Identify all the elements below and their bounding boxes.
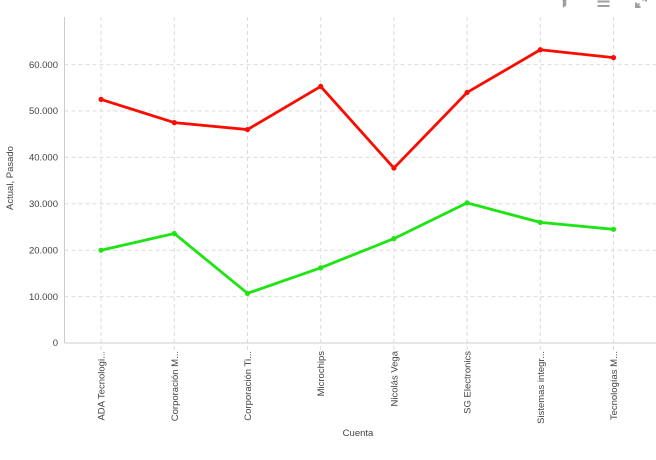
data-point-green bbox=[610, 226, 617, 232]
y-tick-label: 60.000 bbox=[29, 60, 58, 71]
x-category-label: ADA Tecnologi... bbox=[97, 351, 108, 421]
data-point-red bbox=[318, 83, 324, 90]
data-point-green bbox=[318, 265, 324, 271]
y-tick-label: 10.000 bbox=[29, 292, 58, 303]
data-point-green bbox=[98, 247, 104, 253]
data-point-green bbox=[537, 219, 543, 225]
data-point-green bbox=[464, 200, 470, 206]
x-category-label: Microchips bbox=[316, 351, 327, 397]
data-point-red bbox=[98, 96, 104, 102]
x-category-label: Sistemas integr... bbox=[536, 351, 547, 424]
menu-icon[interactable] bbox=[597, 0, 610, 8]
data-point-red bbox=[610, 55, 617, 61]
y-tick-label: 40.000 bbox=[29, 153, 58, 164]
series-line-green bbox=[99, 201, 615, 295]
x-category-label: Corporación Ti... bbox=[243, 351, 254, 421]
x-category-label: Tecnologías M... bbox=[609, 351, 620, 420]
y-tick-label: 50.000 bbox=[29, 106, 58, 117]
data-point-green bbox=[391, 236, 397, 242]
data-point-green bbox=[244, 290, 251, 296]
data-point-red bbox=[244, 126, 251, 133]
x-category-label: SG Electronics bbox=[463, 351, 474, 414]
data-point-red bbox=[171, 120, 177, 126]
chart-toolbar bbox=[0, 0, 656, 14]
data-point-red bbox=[537, 47, 543, 53]
y-tick-label: 20.000 bbox=[29, 245, 58, 256]
x-category-label: Nicolás Vega bbox=[389, 350, 400, 406]
y-tick-label: 30.000 bbox=[29, 199, 58, 210]
expand-icon[interactable] bbox=[633, 0, 649, 10]
data-point-red bbox=[464, 89, 470, 96]
y-axis-title: Actual, Pasado bbox=[5, 146, 16, 210]
series-line-red bbox=[99, 48, 615, 170]
data-point-red bbox=[391, 165, 397, 171]
x-category-label: Corporación M... bbox=[170, 351, 181, 421]
filter-icon[interactable] bbox=[557, 0, 572, 9]
y-tick-label: 0 bbox=[53, 338, 58, 349]
data-point-green bbox=[171, 230, 177, 237]
x-axis-title: Cuenta bbox=[343, 428, 374, 439]
